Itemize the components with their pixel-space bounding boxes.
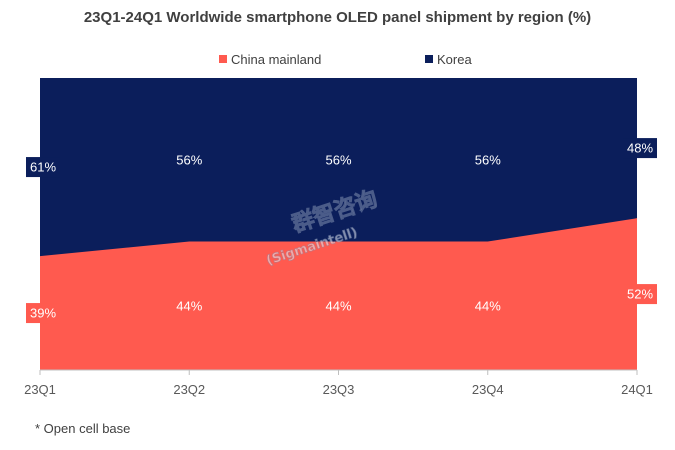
svg-text:44%: 44% <box>325 298 351 313</box>
data-label-korea-23q1: 61% <box>26 157 60 178</box>
legend-label-korea: Korea <box>437 52 472 67</box>
legend-label-china-mainland: China mainland <box>231 52 322 67</box>
svg-text:39%: 39% <box>30 306 56 321</box>
data-label-korea-24q1: 48% <box>623 138 657 159</box>
legend-item-korea: Korea <box>425 52 472 67</box>
svg-text:48%: 48% <box>627 141 653 156</box>
svg-text:56%: 56% <box>475 152 501 167</box>
chart-title: 23Q1-24Q1 Worldwide smartphone OLED pane… <box>83 9 592 26</box>
svg-text:44%: 44% <box>176 298 202 313</box>
x-tick-label: 23Q1 <box>24 382 56 397</box>
x-tick-label: 23Q3 <box>323 382 355 397</box>
svg-text:56%: 56% <box>325 152 351 167</box>
x-tick-label: 23Q4 <box>472 382 504 397</box>
data-label-korea-23q3: 56% <box>325 152 351 167</box>
data-label-china-mainland-24q1: 52% <box>623 284 657 305</box>
data-label-china-mainland-23q2: 44% <box>176 298 202 313</box>
svg-text:44%: 44% <box>475 298 501 313</box>
legend-item-china-mainland: China mainland <box>219 52 321 67</box>
legend-swatch-korea <box>425 55 433 63</box>
x-tick-label: 23Q2 <box>173 382 205 397</box>
data-label-korea-23q4: 56% <box>475 152 501 167</box>
data-label-china-mainland-23q4: 44% <box>475 298 501 313</box>
svg-text:61%: 61% <box>30 160 56 175</box>
svg-text:52%: 52% <box>627 287 653 302</box>
data-label-china-mainland-23q1: 39% <box>26 303 60 324</box>
x-tick-label: 24Q1 <box>621 382 653 397</box>
footnote: * Open cell base <box>35 421 131 436</box>
svg-text:56%: 56% <box>176 152 202 167</box>
data-label-korea-23q2: 56% <box>176 152 202 167</box>
data-label-china-mainland-23q3: 44% <box>325 298 351 313</box>
legend-swatch-china-mainland <box>219 55 227 63</box>
area-china-mainland <box>40 218 637 370</box>
